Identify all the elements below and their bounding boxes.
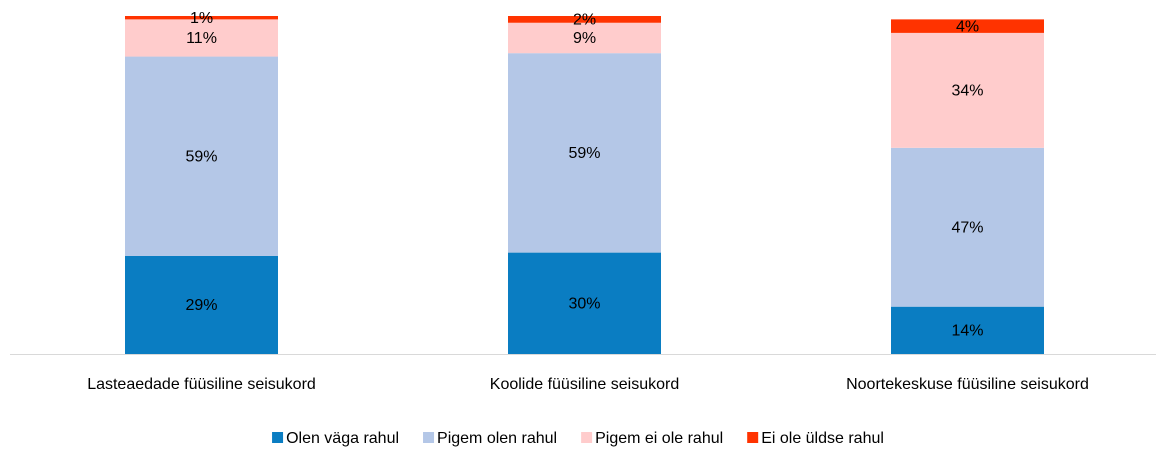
- legend-label: Pigem ei ole rahul: [595, 430, 723, 447]
- data-label: 47%: [951, 219, 983, 236]
- legend-swatch: [423, 432, 435, 443]
- data-label: 4%: [956, 18, 979, 35]
- data-label: 59%: [568, 145, 600, 162]
- bar-segment: [891, 32, 1044, 148]
- data-label: 34%: [951, 83, 983, 100]
- data-label: 59%: [185, 148, 217, 165]
- data-label: 2%: [573, 12, 596, 29]
- data-label: 11%: [186, 30, 217, 47]
- data-label: 9%: [573, 30, 596, 47]
- bar-segment: [125, 255, 278, 354]
- bar-segment: [891, 19, 1044, 33]
- legend-label: Ei ole üldse rahul: [761, 430, 884, 447]
- data-label: 30%: [568, 296, 600, 313]
- bar-segment: [508, 16, 661, 23]
- legend-label: Pigem olen rahul: [437, 430, 557, 447]
- legend-label: Olen väga rahul: [286, 430, 399, 447]
- data-label: 14%: [951, 323, 983, 340]
- x-tick-label: Lasteaedade füüsiline seisukord: [87, 376, 316, 393]
- data-label: 29%: [185, 297, 217, 314]
- bar-segment: [508, 53, 661, 253]
- bar-segment: [125, 56, 278, 256]
- bar-segment: [125, 16, 278, 20]
- x-tick-label: Koolide füüsiline seisukord: [490, 376, 679, 393]
- legend-swatch: [581, 432, 593, 443]
- bar-segment: [891, 306, 1044, 354]
- data-label: 1%: [190, 10, 213, 27]
- bar-segment: [125, 19, 278, 57]
- bar-segment: [508, 22, 661, 54]
- bar-segment: [508, 252, 661, 354]
- legend-swatch: [272, 432, 284, 443]
- legend-swatch: [747, 432, 759, 443]
- bar-segment: [891, 147, 1044, 307]
- x-tick-label: Noortekeskuse füüsiline seisukord: [846, 376, 1089, 393]
